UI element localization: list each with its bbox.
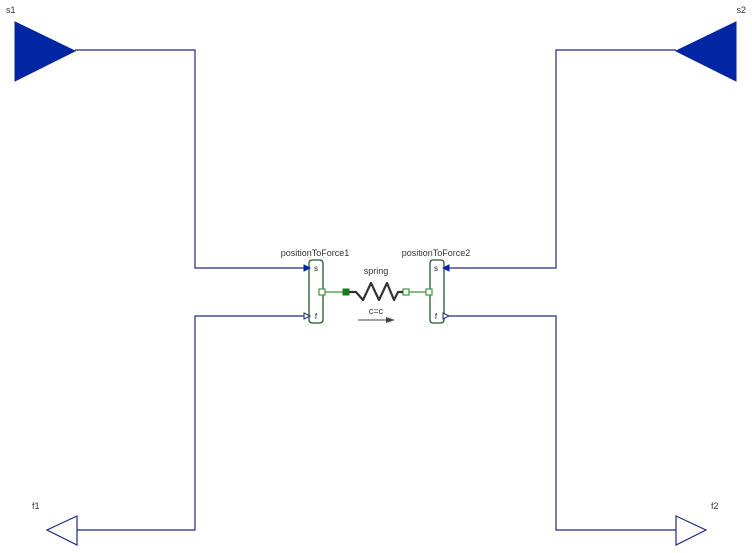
port-f1-label: f1 (32, 501, 40, 511)
block-position-to-force-1-port-s-label: s (314, 264, 318, 273)
hollow-triangle-icon (675, 515, 708, 546)
filled-triangle-icon (14, 21, 77, 82)
port-s1-label: s1 (6, 5, 16, 15)
block-position-to-force-2-port-s-label: s (434, 264, 438, 273)
port-f2-label: f2 (711, 501, 719, 511)
spring-name: spring (364, 266, 389, 276)
block-position-to-force-2-port-f-label: f (435, 312, 438, 321)
port-s2[interactable]: s2 (674, 5, 746, 82)
filled-triangle-icon (674, 21, 737, 82)
flange-icon[interactable] (318, 288, 326, 296)
flange-b-icon[interactable] (402, 288, 410, 296)
spring-parameter: c=c (369, 306, 384, 316)
flange-a-icon[interactable] (342, 288, 350, 296)
port-f-output-icon[interactable] (442, 312, 451, 320)
block-position-to-force-1-port-f-label: f (315, 312, 318, 321)
wire-f2[interactable] (444, 315, 676, 531)
block-position-to-force-1-name: positionToForce1 (281, 248, 350, 258)
port-s1[interactable]: s1 (6, 5, 77, 82)
wire-s1[interactable] (75, 49, 307, 269)
port-s-input-icon[interactable] (441, 264, 450, 272)
block-position-to-force-2[interactable]: positionToForce2 s f (402, 248, 471, 324)
zigzag-spring-icon (349, 281, 403, 302)
block-position-to-force-1[interactable]: positionToForce1 s f (281, 248, 350, 324)
spring-component[interactable]: spring c=c (342, 266, 410, 323)
port-s-input-icon[interactable] (303, 264, 312, 272)
arrow-head (386, 317, 395, 323)
port-s2-label: s2 (736, 5, 746, 15)
port-f2[interactable]: f2 (675, 501, 719, 546)
flange-icon[interactable] (425, 288, 433, 296)
port-f-output-icon[interactable] (303, 312, 312, 320)
hollow-triangle-icon (45, 515, 78, 546)
port-f1[interactable]: f1 (32, 501, 78, 546)
wire-s2[interactable] (444, 49, 676, 269)
block-position-to-force-2-name: positionToForce2 (402, 248, 471, 258)
wire-f1[interactable] (77, 315, 307, 531)
